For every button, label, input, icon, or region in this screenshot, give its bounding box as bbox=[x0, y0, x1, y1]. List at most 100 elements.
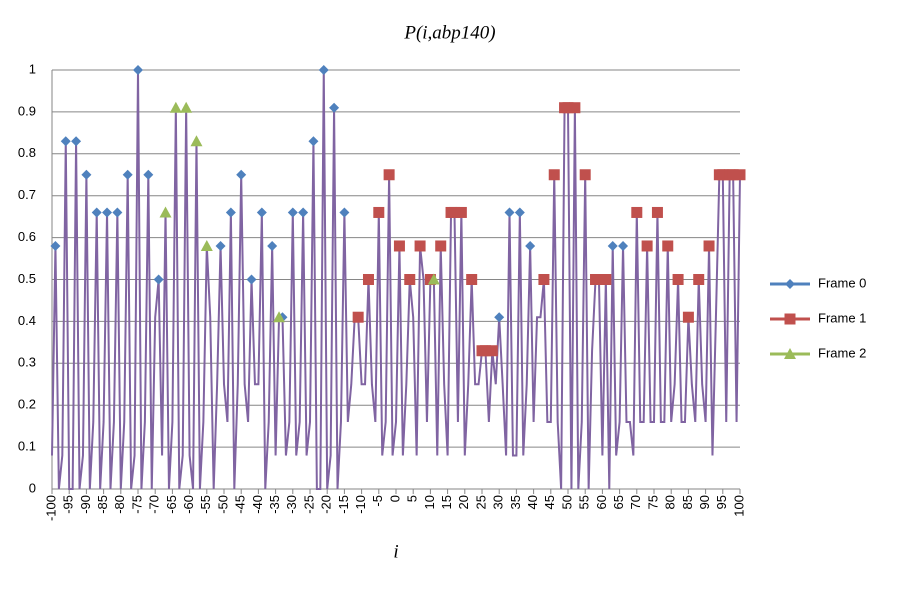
x-tick-label: 20 bbox=[456, 495, 471, 509]
marker bbox=[318, 65, 329, 75]
y-tick-label: 1 bbox=[29, 61, 36, 76]
marker bbox=[703, 240, 715, 252]
x-tick-label: -80 bbox=[112, 495, 127, 514]
legend-label: Frame 2 bbox=[818, 345, 866, 360]
marker bbox=[143, 169, 154, 180]
chart-title: P(i,abp140) bbox=[403, 22, 495, 43]
marker bbox=[514, 207, 525, 218]
marker bbox=[329, 102, 340, 113]
x-tick-label: 25 bbox=[473, 495, 488, 509]
marker bbox=[236, 169, 247, 180]
marker bbox=[424, 274, 436, 285]
x-tick-label: 5 bbox=[405, 495, 420, 502]
marker bbox=[91, 207, 102, 218]
legend-marker bbox=[784, 348, 796, 359]
marker bbox=[339, 207, 350, 218]
y-tick-label: 0.8 bbox=[18, 145, 36, 160]
x-tick-label: -15 bbox=[336, 495, 351, 514]
x-tick-label: -90 bbox=[78, 495, 93, 514]
x-tick-label: -95 bbox=[61, 495, 76, 514]
marker bbox=[267, 240, 278, 251]
marker bbox=[538, 274, 550, 285]
marker bbox=[641, 240, 653, 252]
marker bbox=[414, 240, 426, 252]
x-tick-label: 45 bbox=[542, 495, 557, 509]
x-tick-label: 40 bbox=[525, 495, 540, 509]
marker bbox=[525, 240, 536, 251]
x-tick-label: -85 bbox=[95, 495, 110, 514]
marker bbox=[169, 101, 182, 113]
marker bbox=[71, 136, 82, 147]
x-tick-label: -65 bbox=[164, 495, 179, 514]
marker bbox=[466, 274, 478, 285]
marker bbox=[455, 206, 467, 218]
y-tick-label: 0.7 bbox=[18, 187, 36, 202]
y-tick-label: 0.4 bbox=[18, 313, 36, 328]
marker bbox=[81, 169, 92, 180]
marker bbox=[133, 65, 143, 75]
x-tick-label: 60 bbox=[594, 495, 609, 509]
x-tick-label: 15 bbox=[439, 495, 454, 509]
legend-marker bbox=[784, 313, 796, 325]
x-tick-label: 100 bbox=[731, 495, 746, 517]
marker bbox=[287, 207, 298, 218]
x-axis-label: i bbox=[393, 541, 398, 562]
x-tick-label: 85 bbox=[680, 495, 695, 509]
y-tick-label: 0.3 bbox=[18, 355, 36, 370]
x-tick-label: -100 bbox=[43, 495, 58, 521]
legend-label: Frame 1 bbox=[818, 310, 866, 325]
marker bbox=[548, 169, 560, 181]
x-tick-label: -40 bbox=[250, 495, 265, 514]
marker bbox=[569, 102, 581, 114]
marker bbox=[486, 345, 498, 357]
x-tick-label: 80 bbox=[663, 495, 678, 509]
marker bbox=[727, 169, 739, 181]
marker bbox=[180, 101, 193, 113]
marker bbox=[607, 240, 618, 251]
marker bbox=[122, 169, 133, 180]
marker bbox=[159, 206, 172, 218]
legend-marker bbox=[785, 279, 795, 289]
marker bbox=[393, 240, 405, 252]
marker bbox=[404, 274, 416, 285]
y-tick-label: 0.1 bbox=[18, 439, 36, 454]
marker bbox=[717, 169, 729, 181]
x-tick-label: 35 bbox=[508, 495, 523, 509]
x-tick-label: -35 bbox=[267, 495, 282, 514]
marker bbox=[631, 206, 643, 218]
x-tick-label: -55 bbox=[198, 495, 213, 514]
y-tick-label: 0.6 bbox=[18, 229, 36, 244]
marker bbox=[618, 240, 629, 251]
marker bbox=[256, 207, 267, 218]
y-tick-label: 0 bbox=[29, 480, 36, 495]
marker bbox=[112, 207, 123, 218]
marker bbox=[579, 169, 591, 181]
marker bbox=[682, 311, 694, 323]
x-tick-label: -25 bbox=[301, 495, 316, 514]
marker bbox=[215, 240, 226, 251]
marker bbox=[273, 311, 286, 323]
marker bbox=[734, 169, 746, 181]
marker bbox=[479, 345, 491, 357]
x-tick-label: -70 bbox=[147, 495, 162, 514]
x-tick-label: 30 bbox=[491, 495, 506, 509]
marker bbox=[672, 274, 684, 285]
marker bbox=[593, 274, 605, 285]
marker bbox=[50, 240, 61, 251]
marker bbox=[225, 207, 236, 218]
marker bbox=[352, 311, 364, 323]
marker bbox=[435, 240, 447, 252]
x-tick-label: -75 bbox=[129, 495, 144, 514]
marker bbox=[448, 206, 460, 218]
marker bbox=[662, 240, 674, 252]
marker bbox=[362, 274, 374, 285]
marker bbox=[246, 274, 257, 285]
x-tick-label: 65 bbox=[611, 495, 626, 509]
marker bbox=[308, 136, 319, 147]
marker bbox=[427, 273, 440, 285]
legend-label: Frame 0 bbox=[818, 275, 866, 290]
x-tick-label: 10 bbox=[422, 495, 437, 509]
x-tick-label: 0 bbox=[387, 495, 402, 502]
marker bbox=[600, 274, 612, 285]
